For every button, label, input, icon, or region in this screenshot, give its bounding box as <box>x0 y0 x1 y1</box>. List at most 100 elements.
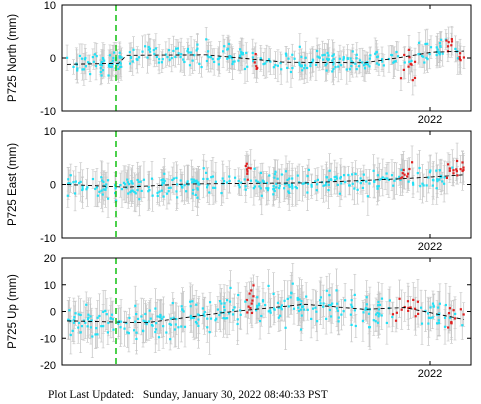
data-point-recent <box>414 315 417 318</box>
data-point <box>355 53 358 56</box>
data-point <box>390 174 394 177</box>
data-point-recent <box>452 309 455 312</box>
data-point <box>380 58 384 61</box>
data-point <box>196 43 199 46</box>
data-point <box>303 67 306 70</box>
data-point <box>287 184 290 187</box>
data-point <box>231 62 234 66</box>
data-point <box>390 53 393 57</box>
data-point <box>368 65 371 68</box>
data-point <box>244 300 247 303</box>
data-point <box>364 308 367 311</box>
data-point <box>337 65 340 68</box>
data-point <box>258 320 262 323</box>
data-point <box>284 170 288 173</box>
data-point-recent <box>413 60 417 63</box>
data-point <box>310 317 313 321</box>
y-tick-label: 10 <box>44 126 56 138</box>
data-point <box>157 61 161 64</box>
y-tick-label: 20 <box>44 253 56 265</box>
data-point <box>68 309 71 312</box>
data-point <box>428 53 431 56</box>
data-point <box>400 168 403 171</box>
data-point <box>322 58 325 61</box>
data-point-recent <box>250 289 253 292</box>
data-point <box>113 51 116 54</box>
data-point-recent <box>453 317 457 320</box>
data-point <box>437 50 441 54</box>
y-axis-label: P725 North (mm) <box>7 14 19 102</box>
data-point <box>258 185 261 188</box>
data-point <box>147 320 150 323</box>
data-point <box>382 64 385 67</box>
data-point <box>429 46 433 49</box>
data-point <box>135 331 138 334</box>
data-point <box>277 306 280 309</box>
data-point <box>365 307 368 310</box>
data-point <box>260 194 263 197</box>
data-point <box>193 54 196 57</box>
data-point <box>332 63 335 66</box>
data-point <box>218 313 221 317</box>
data-point <box>291 282 294 285</box>
data-point <box>439 44 442 47</box>
x-tick-label: 2022 <box>418 114 442 126</box>
data-point <box>269 311 272 314</box>
data-point <box>206 326 209 329</box>
data-point <box>238 186 241 189</box>
data-point <box>323 53 326 56</box>
data-point <box>325 317 328 320</box>
data-point <box>221 177 224 180</box>
data-point <box>99 63 102 66</box>
data-point <box>183 325 187 328</box>
data-point <box>231 60 235 63</box>
data-point <box>149 317 152 320</box>
data-point <box>88 62 91 65</box>
data-point <box>327 304 330 307</box>
data-point <box>176 196 179 199</box>
data-point-recent <box>247 305 250 308</box>
data-point <box>206 184 209 187</box>
data-point <box>435 187 438 190</box>
data-point <box>245 51 248 55</box>
data-point <box>296 297 299 300</box>
data-point-recent <box>448 169 451 172</box>
data-point <box>99 67 102 70</box>
data-point-recent <box>394 319 398 322</box>
data-point <box>283 299 286 302</box>
data-point-recent <box>416 300 420 303</box>
data-point-recent <box>462 56 466 59</box>
data-point <box>253 185 257 188</box>
data-point <box>165 192 169 195</box>
y-tick-label: 0 <box>50 307 56 319</box>
data-point <box>218 56 221 59</box>
data-point <box>251 51 254 55</box>
data-point <box>81 68 84 71</box>
data-point <box>110 65 113 68</box>
data-point <box>448 316 452 319</box>
data-point <box>138 198 141 201</box>
data-point <box>276 177 279 180</box>
data-point <box>375 55 379 59</box>
data-point-recent <box>245 298 248 302</box>
data-point <box>331 54 334 57</box>
data-point <box>432 179 435 182</box>
data-point <box>203 310 206 314</box>
data-point <box>305 66 309 70</box>
data-point <box>426 58 429 61</box>
data-point <box>123 183 127 186</box>
data-point-recent <box>450 40 454 43</box>
data-point <box>259 57 263 60</box>
panel-2: -10 0 10 2022 P725 East (mm) <box>7 126 472 253</box>
data-point <box>412 183 415 186</box>
data-point <box>158 58 161 61</box>
data-point <box>95 186 99 189</box>
data-point <box>257 302 261 305</box>
data-point <box>249 179 253 182</box>
data-point <box>322 184 325 187</box>
data-point <box>331 302 334 305</box>
data-point <box>374 52 377 55</box>
data-point <box>233 60 236 63</box>
data-point <box>355 68 358 71</box>
data-point <box>328 169 331 172</box>
